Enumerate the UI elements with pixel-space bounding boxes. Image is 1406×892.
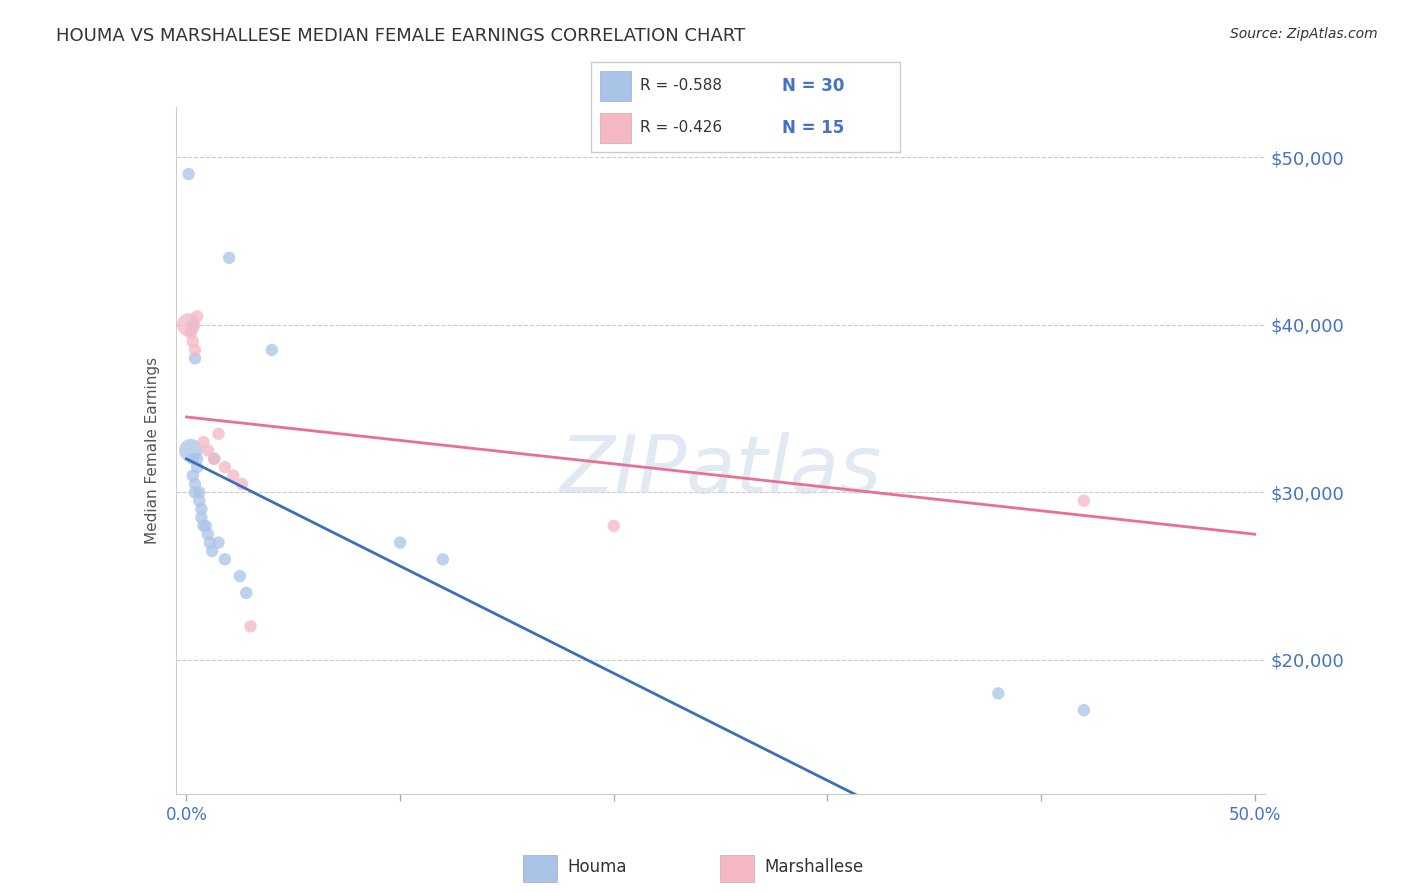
Bar <box>600 113 631 143</box>
Text: R = -0.426: R = -0.426 <box>640 120 723 135</box>
Bar <box>720 855 754 881</box>
Point <box>202 451 225 466</box>
Point <box>184 477 207 491</box>
Point <box>184 343 207 357</box>
Bar <box>523 855 558 881</box>
Point <box>186 310 208 324</box>
Text: HOUMA VS MARSHALLESE MEDIAN FEMALE EARNINGS CORRELATION CHART: HOUMA VS MARSHALLESE MEDIAN FEMALE EARNI… <box>56 27 745 45</box>
Text: R = -0.588: R = -0.588 <box>640 78 723 93</box>
Point <box>987 686 1010 700</box>
Point <box>190 502 212 516</box>
Point <box>180 326 202 341</box>
Point <box>1073 703 1095 717</box>
Text: N = 30: N = 30 <box>782 77 845 95</box>
Point <box>260 343 283 357</box>
Point <box>197 527 219 541</box>
Text: ZIPatlas: ZIPatlas <box>560 432 882 510</box>
Point <box>181 468 204 483</box>
Point <box>389 535 412 549</box>
Point <box>231 477 253 491</box>
Point <box>188 485 211 500</box>
Point <box>229 569 252 583</box>
Point <box>184 351 207 366</box>
Text: Houma: Houma <box>568 858 627 877</box>
Point <box>177 167 200 181</box>
Text: N = 15: N = 15 <box>782 119 845 136</box>
Point <box>188 493 211 508</box>
Point <box>177 318 200 332</box>
Point <box>194 519 217 533</box>
Point <box>198 535 221 549</box>
Point <box>181 451 204 466</box>
Point <box>207 426 229 441</box>
Point <box>193 519 215 533</box>
Text: Marshallese: Marshallese <box>765 858 863 877</box>
Point <box>239 619 262 633</box>
Point <box>202 451 225 466</box>
Point <box>214 460 236 475</box>
Point <box>218 251 240 265</box>
Point <box>180 443 202 458</box>
Point <box>186 451 208 466</box>
Point <box>186 460 208 475</box>
Text: Source: ZipAtlas.com: Source: ZipAtlas.com <box>1230 27 1378 41</box>
Point <box>181 318 204 332</box>
Point <box>184 485 207 500</box>
Point <box>214 552 236 566</box>
Point <box>1073 493 1095 508</box>
Point <box>603 519 626 533</box>
Bar <box>600 71 631 101</box>
Point <box>181 334 204 349</box>
Point <box>222 468 245 483</box>
Point <box>432 552 454 566</box>
Point <box>235 586 257 600</box>
Point <box>207 535 229 549</box>
Point <box>193 435 215 450</box>
Point <box>197 443 219 458</box>
Point <box>190 510 212 524</box>
Y-axis label: Median Female Earnings: Median Female Earnings <box>145 357 160 544</box>
Point <box>201 544 224 558</box>
